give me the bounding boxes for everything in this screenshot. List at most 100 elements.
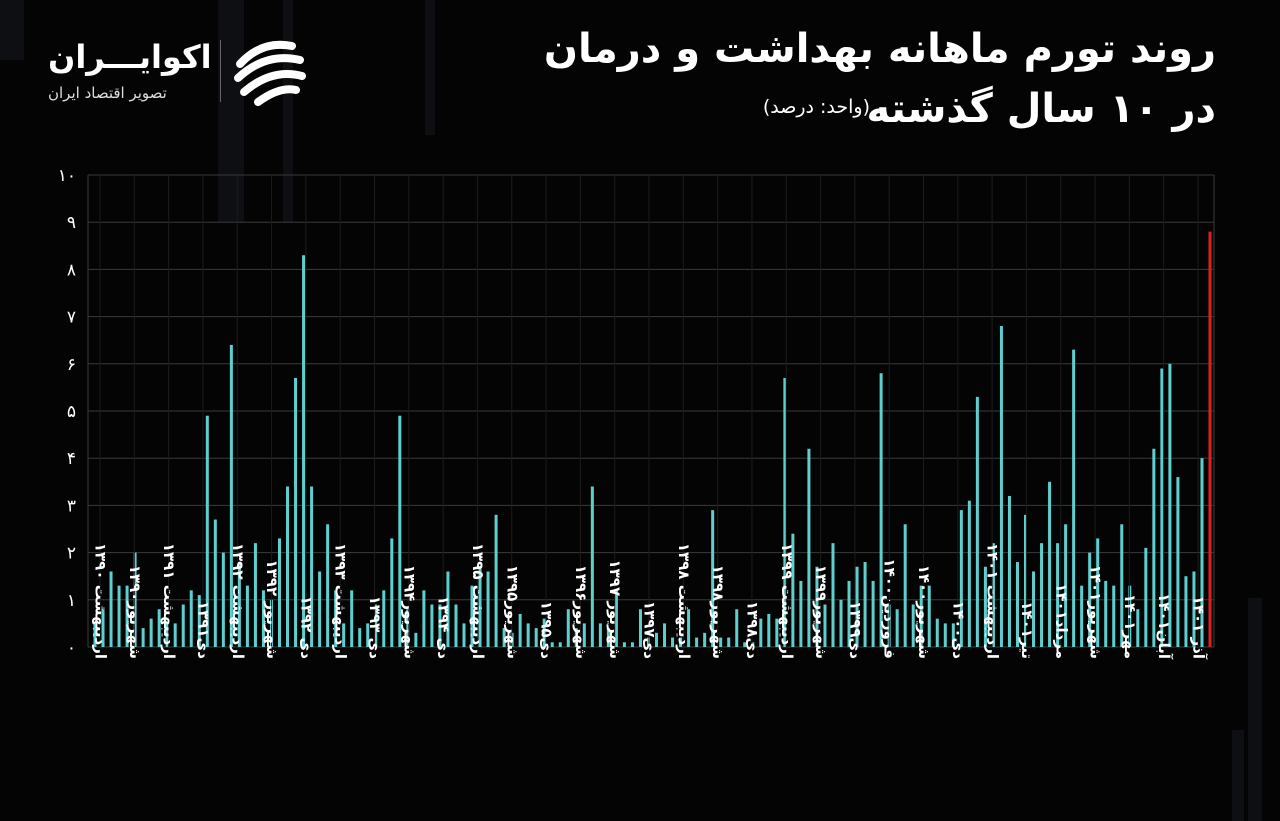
bar [366, 623, 370, 647]
bar [518, 613, 522, 647]
background-column [425, 0, 435, 135]
bar [149, 618, 153, 647]
x-tick-label: اردیبهشت ۱۳۹۸ [675, 543, 693, 659]
bar [975, 396, 979, 647]
bar [646, 637, 650, 647]
x-tick-label: فروردین۱۴۰۰ [881, 558, 899, 659]
bar [213, 519, 217, 647]
bar [358, 628, 362, 647]
bar [1136, 609, 1140, 647]
unit-label: (واحد: درصد) [762, 96, 870, 118]
bar [807, 448, 811, 647]
bar [494, 514, 498, 647]
bar [1024, 514, 1028, 647]
bar [679, 637, 683, 647]
x-tick-label: دی۱۳۹۵ [538, 601, 556, 659]
x-tick-label: اردیبهشت ۱۳۹۰ [92, 543, 110, 659]
bar [438, 604, 442, 647]
bar [1168, 363, 1172, 647]
x-tick-label: شهریور۱۴۰۱ [1087, 565, 1105, 659]
bar [205, 415, 209, 647]
x-tick-label: دی۱۳۹۹ [846, 601, 864, 659]
bar [318, 571, 322, 647]
chart-title-line2: در ۱۰ سال گذشته [866, 86, 1216, 132]
bar [550, 642, 554, 647]
bar [157, 609, 161, 647]
bar [1088, 552, 1092, 647]
bar [310, 486, 314, 647]
bar [237, 562, 241, 647]
bar [542, 618, 546, 647]
bar [93, 623, 97, 647]
bar [1208, 231, 1212, 647]
x-tick-label: اردیبهشت ۱۴۰۱ [984, 543, 1002, 659]
x-tick-label: دی ۱۳۹۴ [435, 596, 453, 660]
bar [1007, 495, 1011, 647]
bar [1064, 524, 1068, 647]
x-tick-label: اردیبهشت ۱۳۹۹ [778, 543, 796, 659]
bar [927, 585, 931, 647]
bar [839, 599, 843, 647]
y-tick-label: ۶ [67, 355, 76, 375]
bar [286, 486, 290, 647]
bar [101, 609, 105, 647]
x-tick-label: دی ۱۳۹۲ [297, 596, 315, 660]
x-tick-label: شهریور۱۴۰۰ [915, 565, 933, 659]
y-tick-label: ۸ [67, 260, 76, 280]
x-tick-label: اردیبهشت ۱۳۹۲ [229, 543, 247, 659]
bar [831, 543, 835, 647]
brand-tagline: تصویر اقتصاد ایران [48, 84, 167, 102]
bar [1080, 585, 1084, 647]
y-tick-label: ۷ [67, 308, 76, 328]
bar [911, 604, 915, 647]
bar [294, 377, 298, 647]
bar [478, 566, 482, 647]
bar [951, 623, 955, 647]
bar [767, 613, 771, 647]
bar [430, 604, 434, 647]
bar [751, 642, 755, 647]
x-tick-label: شهریور ۱۳۹۷ [606, 559, 624, 659]
x-tick-label: مهر۱۴۰۱ [1121, 594, 1139, 659]
bar [614, 590, 618, 647]
bar [1144, 547, 1148, 647]
bar [991, 543, 995, 647]
bar [671, 637, 675, 647]
bar [903, 524, 907, 647]
bar [863, 562, 867, 647]
y-tick-label: ۱۰ [58, 166, 76, 186]
bar [526, 623, 530, 647]
bar [229, 344, 233, 647]
bar [173, 623, 177, 647]
bar [1015, 562, 1019, 647]
bar [446, 571, 450, 647]
bar [1104, 580, 1108, 647]
bar [687, 609, 691, 647]
bar [566, 609, 570, 647]
x-tick-label: شهریور۱۳۹۹ [812, 565, 830, 659]
x-tick-label: دی۱۳۹۷ [641, 601, 659, 659]
bar [1040, 543, 1044, 647]
bar [582, 623, 586, 647]
bar [719, 637, 723, 647]
bar [277, 538, 281, 647]
bar [695, 637, 699, 647]
x-tick-label: اردیبهشت ۱۳۹۳ [332, 543, 350, 659]
bar [261, 590, 265, 647]
bar [959, 510, 963, 647]
brand-logo-icon [234, 40, 306, 106]
bar [422, 590, 426, 647]
bar [999, 326, 1003, 647]
bar [1056, 543, 1060, 647]
bar [606, 628, 610, 647]
bar [558, 642, 562, 647]
bar [253, 543, 257, 647]
bar [374, 604, 378, 647]
bar [638, 609, 642, 647]
y-tick-label: ۳ [67, 496, 76, 516]
bar [655, 632, 659, 647]
bar [823, 604, 827, 647]
bar [1096, 538, 1100, 647]
bar [350, 590, 354, 647]
